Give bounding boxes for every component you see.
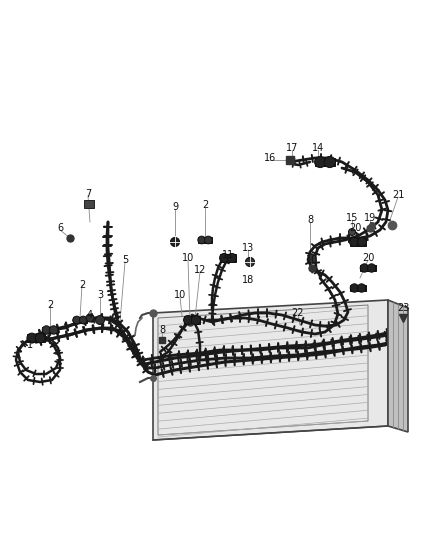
Circle shape — [219, 254, 229, 263]
Circle shape — [170, 238, 180, 246]
Text: 11: 11 — [222, 250, 234, 260]
Text: 2: 2 — [79, 280, 85, 290]
Polygon shape — [153, 300, 388, 440]
Bar — [219, 254, 237, 262]
Text: 5: 5 — [122, 255, 128, 265]
Text: 17: 17 — [286, 143, 298, 153]
Bar — [27, 334, 45, 342]
Circle shape — [349, 229, 356, 236]
Text: 23: 23 — [397, 303, 409, 313]
Circle shape — [184, 316, 193, 325]
Circle shape — [350, 284, 359, 292]
Text: 7: 7 — [85, 189, 91, 199]
Text: 16: 16 — [264, 153, 276, 163]
Circle shape — [79, 316, 87, 324]
Text: 10: 10 — [174, 290, 186, 300]
Text: 12: 12 — [194, 265, 206, 275]
Bar — [84, 200, 94, 208]
Text: 13: 13 — [242, 243, 254, 253]
Text: 10: 10 — [306, 255, 318, 265]
Text: 8: 8 — [307, 215, 313, 225]
Bar — [350, 285, 366, 292]
Text: 2: 2 — [202, 200, 208, 210]
Text: 20: 20 — [349, 223, 361, 233]
Bar — [184, 317, 201, 324]
Circle shape — [367, 264, 376, 272]
Bar — [198, 237, 212, 243]
Circle shape — [357, 284, 366, 292]
Text: 21: 21 — [392, 190, 404, 200]
Circle shape — [314, 156, 326, 167]
Circle shape — [246, 257, 254, 266]
Text: 6: 6 — [57, 223, 63, 233]
Circle shape — [198, 236, 205, 244]
Circle shape — [227, 254, 237, 263]
Circle shape — [86, 314, 94, 322]
Circle shape — [205, 236, 212, 244]
Circle shape — [324, 156, 336, 167]
Text: 15: 15 — [346, 213, 358, 223]
Text: 19: 19 — [364, 213, 376, 223]
Circle shape — [73, 316, 81, 324]
Circle shape — [42, 326, 51, 334]
Bar — [350, 238, 367, 246]
Text: 4: 4 — [87, 310, 93, 320]
Circle shape — [191, 316, 201, 325]
Text: 18: 18 — [242, 275, 254, 285]
Circle shape — [27, 333, 37, 343]
Circle shape — [95, 316, 105, 325]
Text: 14: 14 — [312, 143, 324, 153]
Polygon shape — [388, 300, 408, 432]
Bar — [360, 265, 376, 271]
Circle shape — [357, 237, 367, 247]
Text: 3: 3 — [97, 290, 103, 300]
Circle shape — [35, 333, 45, 343]
Bar — [73, 317, 87, 323]
Bar — [314, 158, 336, 166]
Text: 1: 1 — [27, 340, 33, 350]
Text: 2: 2 — [47, 300, 53, 310]
Circle shape — [360, 264, 369, 272]
Bar — [42, 327, 58, 333]
Text: 8: 8 — [159, 325, 165, 335]
Text: 20: 20 — [362, 253, 374, 263]
Text: 10: 10 — [182, 253, 194, 263]
Text: 9: 9 — [172, 202, 178, 212]
Circle shape — [350, 237, 359, 247]
Circle shape — [49, 326, 58, 334]
Text: 22: 22 — [292, 308, 304, 318]
